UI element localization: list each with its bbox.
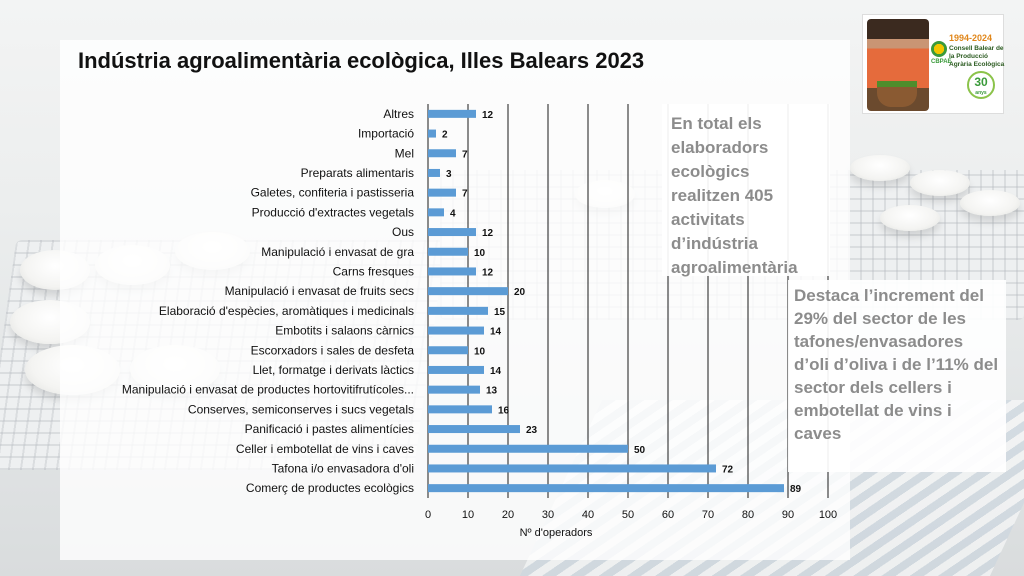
cbpae-emblem-icon [931, 41, 947, 57]
x-tick-label: 0 [425, 509, 431, 521]
category-label: Tafona i/o envasadora d'oli [272, 461, 414, 475]
bar [428, 129, 436, 138]
bar [428, 306, 488, 315]
data-label: 89 [790, 484, 802, 495]
data-label: 4 [450, 208, 456, 219]
data-label: 12 [482, 228, 494, 239]
x-tick-label: 90 [782, 509, 794, 521]
category-label: Escorxadors i sales de desfeta [251, 343, 415, 357]
data-label: 12 [482, 267, 494, 278]
anniversary-number: 30 [974, 75, 988, 89]
bar [428, 287, 508, 296]
data-label: 7 [462, 149, 468, 160]
x-tick-label: 60 [662, 509, 674, 521]
category-label: Mel [395, 146, 414, 160]
info-box-total: En total els elaboradors ecològics reali… [662, 104, 830, 277]
category-label: Celler i embotellat de vins i caves [236, 442, 414, 456]
bar [428, 346, 468, 355]
anniversary-badge: 30 anys [967, 71, 995, 99]
bar [428, 385, 480, 394]
data-label: 2 [442, 130, 448, 141]
bar [428, 425, 520, 434]
cbpae-logo: 1994-2024 Consell Balear de la Producció… [862, 14, 1004, 114]
logo-years: 1994-2024 [949, 33, 993, 43]
category-label: Manipulació i envasat de gra [261, 245, 414, 259]
data-label: 13 [486, 386, 498, 397]
bar [428, 405, 492, 414]
data-label: 10 [474, 346, 486, 357]
category-label: Elaboració d'espècies, aromàtiques i med… [159, 304, 414, 318]
data-label: 16 [498, 405, 510, 416]
bar [428, 326, 484, 335]
bar [428, 464, 716, 473]
data-label: 3 [446, 169, 452, 180]
data-label: 14 [490, 366, 502, 377]
category-label: Llet, formatge i derivats làctics [253, 363, 414, 377]
logo-acronym: CBPAE [931, 59, 952, 65]
x-tick-label: 100 [819, 509, 837, 521]
bar [428, 267, 476, 276]
category-label: Comerç de productes ecològics [246, 481, 414, 495]
bar [428, 365, 484, 374]
category-label: Producció d'extractes vegetals [252, 205, 414, 219]
x-tick-label: 70 [702, 509, 714, 521]
category-label: Importació [358, 127, 414, 141]
info-box-highlight: Destaca l’increment del 29% del sector d… [788, 280, 1006, 472]
bar [428, 208, 444, 217]
x-tick-label: 80 [742, 509, 754, 521]
data-label: 20 [514, 287, 526, 298]
basket-illustration [877, 81, 917, 107]
category-label: Manipulació i envasat de productes horto… [122, 383, 414, 397]
x-tick-label: 20 [502, 509, 514, 521]
data-label: 23 [526, 425, 538, 436]
bar [428, 109, 476, 118]
x-axis-label: Nº d'operadors [520, 527, 593, 539]
logo-org-name: Consell Balear de la Producció Agrària E… [949, 45, 1005, 68]
data-label: 12 [482, 110, 494, 121]
x-tick-label: 40 [582, 509, 594, 521]
category-label: Galetes, confiteria i pastisseria [251, 186, 415, 200]
category-label: Conserves, semiconserves i sucs vegetals [188, 402, 414, 416]
category-label: Embotits i salaons càrnics [275, 324, 414, 338]
bar [428, 149, 456, 158]
chart-title: Indústria agroalimentària ecològica, Ill… [78, 48, 645, 73]
category-label: Altres [383, 107, 414, 121]
category-label: Manipulació i envasat de fruits secs [225, 284, 414, 298]
x-tick-label: 50 [622, 509, 634, 521]
bar [428, 228, 476, 237]
x-tick-label: 10 [462, 509, 474, 521]
anniversary-sub: anys [975, 90, 987, 96]
category-label: Panificació i pastes alimentícies [245, 422, 414, 436]
bar [428, 188, 456, 197]
data-label: 15 [494, 307, 506, 318]
bar [428, 247, 468, 256]
data-label: 10 [474, 248, 486, 259]
x-tick-label: 30 [542, 509, 554, 521]
bar [428, 444, 628, 453]
category-label: Ous [392, 225, 414, 239]
bar [428, 168, 440, 177]
data-label: 7 [462, 189, 468, 200]
data-label: 50 [634, 445, 646, 456]
bar [428, 484, 784, 493]
category-label: Preparats alimentaris [301, 166, 414, 180]
data-label: 14 [490, 327, 502, 338]
category-label: Carns fresques [333, 264, 414, 278]
data-label: 72 [722, 464, 734, 475]
